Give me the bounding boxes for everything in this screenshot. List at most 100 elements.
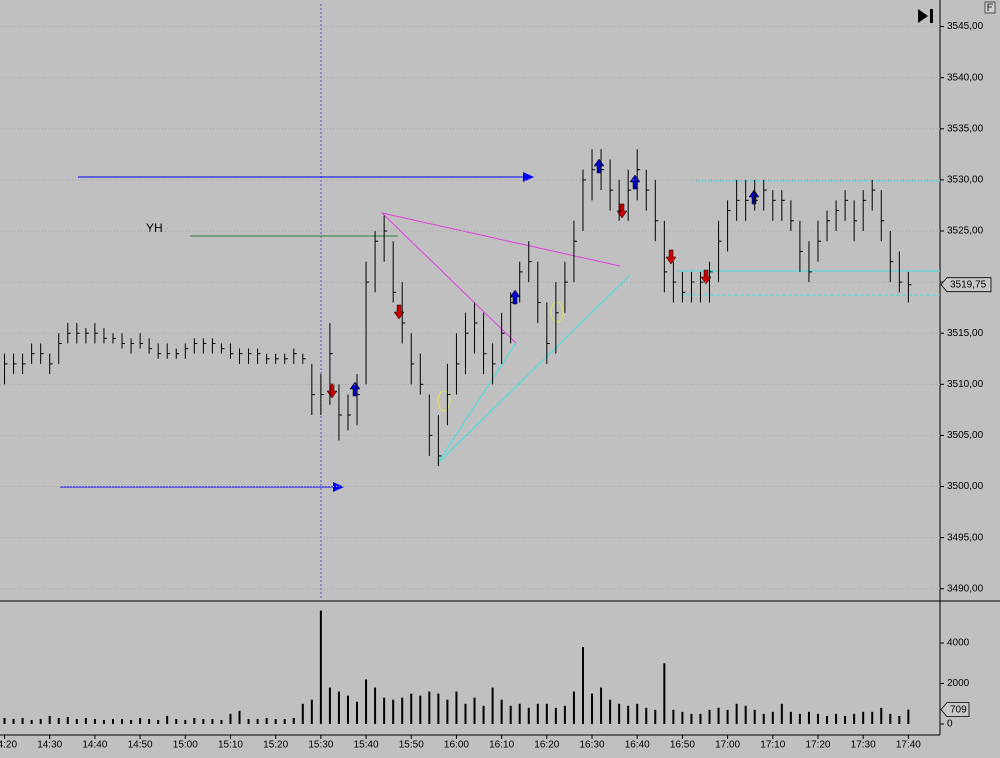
y-tick-label: 3500,00 bbox=[947, 481, 984, 492]
volume-bar bbox=[256, 718, 259, 725]
x-tick-label: 16:40 bbox=[625, 740, 650, 751]
volume-bar bbox=[130, 719, 133, 725]
y-tick-label: 0 bbox=[947, 719, 953, 730]
volume-bar bbox=[365, 679, 368, 725]
x-tick-label: 16:30 bbox=[580, 740, 605, 751]
y-tick-label: 3525,00 bbox=[947, 226, 984, 237]
end-bar[interactable] bbox=[930, 9, 933, 23]
volume-bar bbox=[500, 699, 503, 725]
buy-signal bbox=[748, 189, 760, 205]
x-tick-label: 14:30 bbox=[37, 740, 62, 751]
panel-button[interactable] bbox=[984, 1, 996, 14]
trend-line bbox=[381, 212, 621, 267]
x-tick-label: 15:10 bbox=[218, 740, 243, 751]
volume-bar bbox=[536, 703, 539, 725]
volume-bar bbox=[265, 717, 268, 725]
volume-bar bbox=[102, 719, 105, 725]
x-tick-label: 16:00 bbox=[444, 740, 469, 751]
x-tick-label: 15:20 bbox=[263, 740, 288, 751]
volume-bar bbox=[139, 717, 142, 725]
volume-bar bbox=[84, 717, 87, 725]
volume-bar bbox=[247, 718, 250, 725]
sell-signal bbox=[700, 269, 712, 285]
volume-bar bbox=[753, 709, 756, 725]
volume-bar bbox=[57, 717, 60, 725]
trend-line bbox=[381, 212, 517, 344]
volume-bar bbox=[672, 709, 675, 725]
arrow-head bbox=[333, 482, 344, 492]
volume-bar bbox=[211, 718, 214, 725]
volume-bar bbox=[238, 710, 241, 725]
volume-bar bbox=[157, 719, 160, 725]
y-tick-label: 3510,00 bbox=[947, 379, 984, 390]
volume-bar bbox=[798, 713, 801, 725]
go-to-end-button[interactable] bbox=[918, 9, 933, 23]
panel-button-icon[interactable] bbox=[987, 3, 993, 11]
play-icon[interactable] bbox=[918, 9, 928, 23]
volume-bar bbox=[301, 703, 304, 725]
volume-bar bbox=[735, 703, 738, 725]
annotation: YH bbox=[146, 221, 163, 235]
y-tick-label: 3540,00 bbox=[947, 72, 984, 83]
trend-line bbox=[436, 274, 631, 465]
volume-bar bbox=[816, 713, 819, 725]
volume-bar bbox=[121, 718, 124, 725]
x-tick-label: 14:50 bbox=[128, 740, 153, 751]
x-tick-label: 15:30 bbox=[308, 740, 333, 751]
volume-bar bbox=[600, 687, 603, 725]
last-price-label-box bbox=[940, 277, 992, 293]
x-tick-label: 15:40 bbox=[354, 740, 379, 751]
volume-bar bbox=[862, 711, 865, 725]
buy-signal bbox=[509, 289, 521, 305]
volume-bar bbox=[283, 718, 286, 725]
volume-bar bbox=[572, 691, 575, 725]
last-price-label: 3519,75 bbox=[950, 279, 987, 290]
y-tick-label: 3515,00 bbox=[947, 328, 984, 339]
volume-bar bbox=[853, 713, 856, 725]
volume-bar bbox=[681, 711, 684, 725]
volume-bar bbox=[346, 695, 349, 725]
volume-bar bbox=[383, 697, 386, 725]
volume-bar bbox=[527, 707, 530, 725]
volume-bar bbox=[880, 707, 883, 725]
volume-bar bbox=[446, 699, 449, 725]
x-tick-label: 17:10 bbox=[760, 740, 785, 751]
volume-bar bbox=[609, 699, 612, 725]
volume-bar bbox=[93, 718, 96, 725]
volume-bar bbox=[39, 718, 42, 725]
volume-bar bbox=[337, 691, 340, 725]
y-tick-label: 3545,00 bbox=[947, 21, 984, 32]
volume-bar bbox=[807, 711, 810, 725]
volume-bar bbox=[618, 703, 621, 725]
volume-bar bbox=[48, 715, 51, 725]
volume-bar bbox=[428, 691, 431, 725]
trend-line bbox=[436, 342, 517, 465]
volume-bar bbox=[871, 711, 874, 725]
volume-bar bbox=[229, 713, 232, 725]
volume-bar bbox=[21, 717, 24, 725]
sell-signal bbox=[393, 304, 405, 320]
x-tick-label: 16:50 bbox=[670, 740, 695, 751]
volume-bar bbox=[410, 693, 413, 725]
volume-bar bbox=[491, 687, 494, 725]
volume-bar bbox=[627, 705, 630, 725]
last-volume-label-box bbox=[940, 702, 970, 718]
volume-bar bbox=[654, 709, 657, 725]
volume-bar bbox=[30, 719, 33, 725]
volume-bar bbox=[328, 687, 331, 725]
volume-bar bbox=[591, 693, 594, 725]
volume-bar bbox=[708, 709, 711, 725]
volume-bar bbox=[482, 705, 485, 725]
x-tick-label: 17:20 bbox=[805, 740, 830, 751]
volume-bar bbox=[184, 719, 187, 725]
volume-bar bbox=[437, 693, 440, 725]
volume-bar bbox=[726, 709, 729, 725]
volume-bar bbox=[166, 715, 169, 725]
y-tick-label: 3490,00 bbox=[947, 583, 984, 594]
volume-bar bbox=[581, 647, 584, 725]
volume-bar bbox=[826, 715, 829, 725]
volume-bar bbox=[66, 716, 69, 725]
volume-bar bbox=[789, 711, 792, 725]
volume-bar bbox=[645, 707, 648, 725]
